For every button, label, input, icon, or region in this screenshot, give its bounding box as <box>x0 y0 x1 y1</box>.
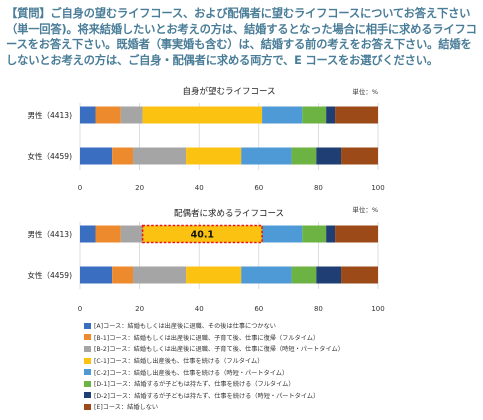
bar-segment <box>186 266 242 284</box>
legend-swatch <box>84 403 91 410</box>
legend-item: [D-1]コース：結婚するが子どもは持たず、仕事を続ける（フルタイム） <box>84 378 479 390</box>
x-tick-label: 20 <box>135 305 144 313</box>
legend-label: [C-1]コース：結婚し出産後も、仕事を続ける（フルタイム） <box>94 358 264 366</box>
chart-title: 配偶者に求めるライフコース <box>174 208 284 219</box>
bar-segment <box>326 106 336 124</box>
question-text: 【質問】ご自身の望むライフコース、および配偶者に望むライフコースについてお答え下… <box>6 6 478 68</box>
bar-segment <box>142 225 263 243</box>
bar-segment <box>302 106 327 124</box>
category-label: 女性（4459) <box>27 270 72 280</box>
x-tick-label: 0 <box>78 184 82 192</box>
bar-segment <box>262 106 303 124</box>
legend-swatch <box>84 369 91 376</box>
bar-segment <box>341 266 378 284</box>
data-label: 40.1 <box>191 230 214 241</box>
bar-segment <box>262 225 303 243</box>
x-tick-label: 60 <box>254 184 263 192</box>
legend-label: [B-2]コース：結婚もしくは出産後に退職、子育て後、仕事に復帰（時短・パートタ… <box>94 346 344 354</box>
category-label: 男性（4413) <box>27 229 72 239</box>
legend-swatch <box>84 345 91 352</box>
bar-segment <box>142 106 263 124</box>
legend-label: [B-1]コース：結婚もしくは出産後に退職、子育て後、仕事に復帰（フルタイム） <box>94 334 320 342</box>
legend-swatch <box>84 357 91 364</box>
bar-segment <box>80 106 96 124</box>
bar-segment <box>120 106 143 124</box>
x-tick-label: 40 <box>195 305 204 313</box>
x-tick-label: 100 <box>371 305 384 313</box>
unit-label: 単位：% <box>352 205 378 214</box>
legend-item: [C-2]コース：結婚し出産後も、仕事を続ける（時短・パートタイム） <box>84 366 479 378</box>
legend-swatch <box>84 334 91 341</box>
x-tick-label: 60 <box>254 305 263 313</box>
bar-segment <box>112 266 134 284</box>
legend-item: [C-1]コース：結婚し出産後も、仕事を続ける（フルタイム） <box>84 355 479 367</box>
chart-area: 自身が望むライフコース 単位：%0 20 40 60 80 100男性（4413)女性（44… <box>27 86 384 313</box>
legend-label: [A]コース：結婚もしくは出産後に退職、その後は仕事につかない <box>94 323 276 331</box>
legend-item: [D-2]コース：結婚するが子どもは持たず、仕事を続ける（時短・パートタイム） <box>84 390 479 402</box>
bar-segment <box>120 225 143 243</box>
chart-title: 自身が望むライフコース <box>182 86 275 97</box>
x-tick-label: 80 <box>314 305 323 313</box>
unit-label: 単位：% <box>352 87 378 96</box>
bar-segment <box>80 266 113 284</box>
bar-segment <box>316 147 342 165</box>
bar-segment <box>241 266 292 284</box>
x-tick-label: 100 <box>371 184 384 192</box>
legend-item: [B-2]コース：結婚もしくは出産後に退職、子育て後、仕事に復帰（時短・パートタ… <box>84 343 479 355</box>
bar-segment <box>112 147 134 165</box>
legend-item: [E]コース：結婚しない <box>84 401 479 413</box>
bar-segment <box>302 225 327 243</box>
bar-segment <box>95 106 121 124</box>
bar-segment <box>80 225 96 243</box>
bar-segment <box>341 147 378 165</box>
legend-item: [A]コース：結婚もしくは出産後に退職、その後は仕事につかない <box>84 320 479 332</box>
bar-segment <box>80 147 113 165</box>
bar-segment <box>291 147 317 165</box>
bar-segment <box>133 147 187 165</box>
category-label: 女性（4459) <box>27 151 72 161</box>
highlight-box <box>141 224 263 244</box>
question-body: ご自身の望むライフコース、および配偶者に望むライフコースについてお答え下さい（単… <box>6 7 477 67</box>
x-tick-label: 80 <box>314 184 323 192</box>
legend: [A]コース：結婚もしくは出産後に退職、その後は仕事につかない [B-1]コース：… <box>84 320 479 413</box>
legend-swatch <box>84 380 91 387</box>
x-tick-label: 40 <box>195 184 204 192</box>
bar-segment <box>95 225 121 243</box>
legend-swatch <box>84 392 91 399</box>
legend-label: [D-1]コース：結婚するが子どもは持たず、仕事を続ける（フルタイム） <box>94 381 295 389</box>
bar-segment <box>316 266 342 284</box>
legend-label: [E]コース：結婚しない <box>94 404 159 412</box>
legend-label: [D-2]コース：結婚するが子どもは持たず、仕事を続ける（時短・パートタイム） <box>94 392 320 400</box>
bar-segment <box>335 106 378 124</box>
legend-swatch <box>84 322 91 329</box>
question-tag: 【質問】 <box>6 7 51 20</box>
bar-segment <box>335 225 378 243</box>
category-label: 男性（4413) <box>27 110 72 120</box>
bar-segment <box>186 147 242 165</box>
bar-segment <box>241 147 292 165</box>
x-tick-label: 0 <box>78 305 82 313</box>
bar-segment <box>326 225 336 243</box>
bar-segment <box>133 266 187 284</box>
bar-segment <box>291 266 317 284</box>
legend-item: [B-1]コース：結婚もしくは出産後に退職、子育て後、仕事に復帰（フルタイム） <box>84 332 479 344</box>
x-tick-label: 20 <box>135 184 144 192</box>
legend-label: [C-2]コース：結婚し出産後も、仕事を続ける（時短・パートタイム） <box>94 369 289 377</box>
